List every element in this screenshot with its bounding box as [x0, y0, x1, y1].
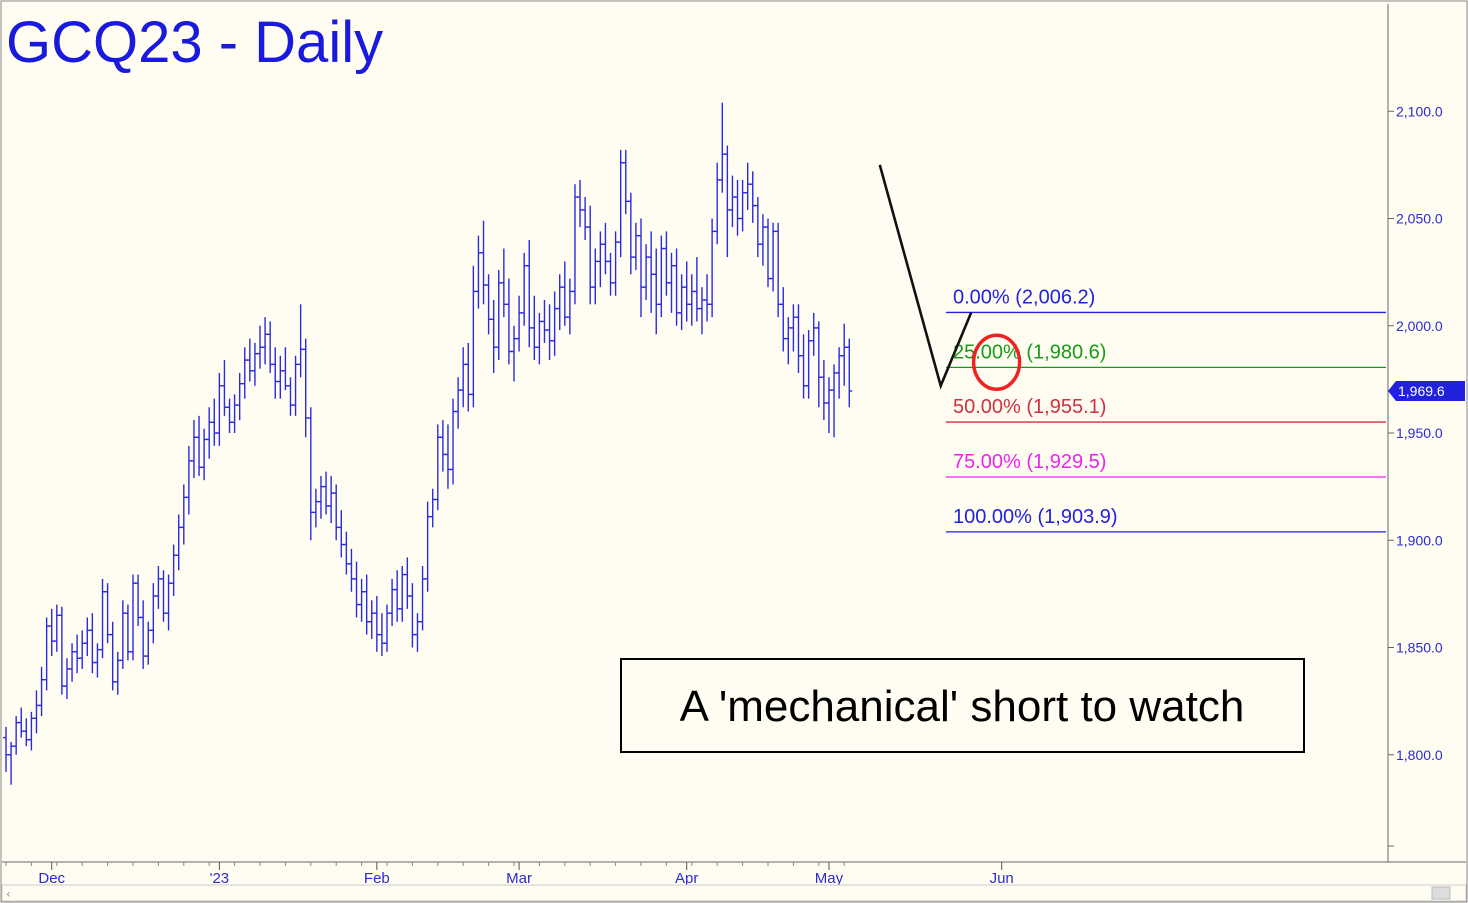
x-axis: Dec '23 Feb Mar Apr May Jun: [5, 862, 1014, 887]
x-tick-label: May: [815, 870, 844, 887]
fib-label: 0.00% (2,006.2): [953, 286, 1095, 308]
last-price-label: 1,969.6: [1398, 383, 1445, 399]
annotation-box: [620, 658, 1305, 753]
x-tick-label: Feb: [364, 870, 390, 887]
highlight-circle: [971, 333, 1022, 391]
scroll-right-handle[interactable]: [1431, 886, 1451, 900]
y-tick-label: 2,100.0: [1396, 103, 1443, 119]
x-tick-label: '23: [210, 870, 230, 887]
fib-label: 75.00% (1,929.5): [953, 451, 1106, 473]
ohlc-bar: [846, 338, 853, 408]
y-axis: 2,100.0 2,050.0 2,000.0 1,950.0 1,900.0 1,850…: [1388, 103, 1443, 847]
fib-label: 50.00% (1,955.1): [953, 396, 1106, 418]
chart-title: GCQ23 - Daily: [6, 10, 383, 75]
y-tick-label: 1,800.0: [1396, 747, 1443, 763]
annotation-text: A 'mechanical' short to watch: [680, 682, 1245, 731]
last-price-tag-shape: [1388, 380, 1465, 401]
y-tick-label: 1,850.0: [1396, 640, 1443, 656]
x-tick-label: Mar: [506, 870, 532, 887]
horizontal-scrollbar[interactable]: [1, 884, 1467, 902]
price-bars: [3, 102, 853, 785]
last-price-tag: 1,969.6: [1388, 380, 1465, 401]
x-tick-label: Dec: [38, 870, 65, 887]
x-tick-label: Apr: [675, 870, 698, 887]
y-tick-label: 2,050.0: [1396, 211, 1443, 227]
y-tick-label: 1,950.0: [1396, 425, 1443, 441]
y-tick-label: 1,900.0: [1396, 532, 1443, 548]
fib-label: 100.00% (1,903.9): [953, 506, 1118, 528]
fib-label: 25.00% (1,980.6): [953, 341, 1106, 363]
x-tick-label: Jun: [990, 870, 1014, 887]
fib-levels: 0.00% (2,006.2) 25.00% (1,980.6) 50.00% (1…: [946, 286, 1386, 533]
y-tick-label: 2,000.0: [1396, 318, 1443, 334]
abc-pattern: [878, 164, 1022, 391]
scroll-left-icon[interactable]: ‹: [6, 887, 11, 901]
abc-pattern-line: [878, 164, 973, 390]
